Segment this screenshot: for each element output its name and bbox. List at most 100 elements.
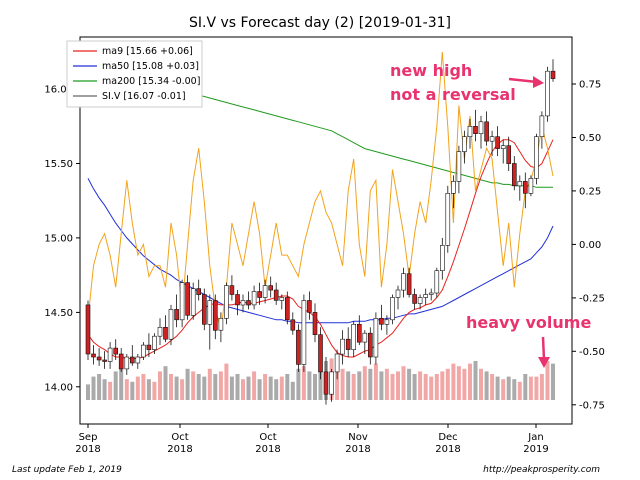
plot-frame [79, 36, 573, 425]
candle-body [196, 288, 201, 295]
candle [152, 333, 157, 354]
candle [489, 130, 495, 157]
volume-bar [407, 368, 412, 400]
candle-body [85, 304, 91, 355]
candle-body [262, 285, 268, 298]
volume-bar [351, 374, 356, 400]
candle [224, 282, 229, 325]
candle-body [489, 136, 495, 142]
volume-bar [213, 374, 218, 400]
candle-body [534, 136, 539, 179]
volume-bar [235, 374, 240, 400]
candle [528, 175, 534, 197]
candle [462, 130, 467, 164]
ma9-line [87, 139, 554, 359]
candle-body [495, 136, 500, 149]
candle [545, 66, 550, 122]
volume-bar [252, 371, 257, 400]
candle-body [545, 70, 550, 117]
x-tick-month: Oct [171, 432, 188, 443]
volume-bar [285, 374, 290, 400]
candle [323, 357, 329, 405]
candle-body [528, 178, 534, 194]
right-tick-label: -0.50 [579, 347, 605, 358]
volume-bar [257, 379, 262, 400]
candle-body [395, 289, 401, 298]
candle-body [257, 291, 262, 298]
footer-last-update: Last update Feb 1, 2019 [12, 465, 122, 475]
left-tick-label: 15.00 [44, 233, 73, 244]
candle-body [179, 282, 185, 321]
candle-body [406, 273, 412, 295]
candle [185, 275, 190, 320]
candle [473, 109, 478, 142]
legend-label-ma50: ma50 [15.08 +0.03] [102, 61, 199, 72]
candle [213, 294, 218, 340]
candle-body [401, 273, 406, 291]
x-tick-year: 2018 [255, 444, 280, 455]
volume-bar [451, 363, 456, 400]
volume-bar [401, 366, 406, 400]
volume-bar [445, 368, 450, 400]
candle [406, 267, 412, 298]
candle [130, 345, 135, 366]
candle [235, 290, 240, 316]
candle [495, 126, 500, 157]
candle [412, 288, 417, 310]
candle [456, 145, 462, 194]
candle [345, 327, 351, 357]
volume-bar [158, 371, 162, 400]
volume-bar [479, 368, 483, 400]
volume-bar [545, 361, 550, 400]
candle [334, 349, 340, 380]
candle [179, 279, 185, 328]
candle-body [506, 145, 512, 164]
candle [135, 354, 141, 369]
candle [517, 175, 523, 201]
candle-body [235, 294, 240, 306]
candle [522, 172, 528, 209]
candle-body [462, 136, 467, 152]
volume-bar [124, 379, 129, 400]
left-tick-label: 16.00 [44, 85, 73, 96]
candle [373, 312, 379, 365]
candle-body [312, 312, 318, 335]
volume-bar [296, 368, 301, 400]
volume-bar [346, 371, 351, 400]
volume-bar [229, 376, 234, 400]
volume-bar [506, 376, 511, 400]
volume-bar [468, 363, 472, 400]
volume-bar [130, 381, 135, 400]
candle [251, 285, 257, 310]
volume-bar [523, 374, 528, 400]
candle-body [213, 300, 218, 331]
volume-bar [357, 371, 362, 400]
candle [434, 267, 440, 298]
candle-body [202, 294, 207, 325]
candle [168, 304, 174, 346]
candle-body [467, 126, 473, 138]
forecast-line [87, 51, 554, 331]
volume-bar [456, 366, 461, 400]
volume-bar [119, 368, 124, 400]
volume-bar [412, 374, 417, 400]
candle-body [434, 270, 440, 294]
candle [318, 327, 323, 380]
volume-bar [224, 363, 229, 400]
volume-bar [373, 363, 378, 400]
x-tick-month: Dec [438, 432, 457, 443]
x-tick-year: 2018 [435, 444, 460, 455]
volume-bar [396, 371, 400, 400]
volume-bar [180, 379, 185, 400]
candle-body [229, 285, 235, 295]
right-tick-label: -0.25 [579, 293, 605, 304]
candle-body [428, 292, 434, 295]
candle-body [329, 371, 334, 395]
candle-body [500, 145, 506, 149]
candle [202, 288, 207, 331]
candle [484, 111, 489, 146]
volume-bar [86, 384, 90, 400]
legend-label-ma9: ma9 [15.66 +0.06] [102, 46, 193, 57]
candle-body [456, 151, 462, 182]
candle [301, 294, 307, 372]
